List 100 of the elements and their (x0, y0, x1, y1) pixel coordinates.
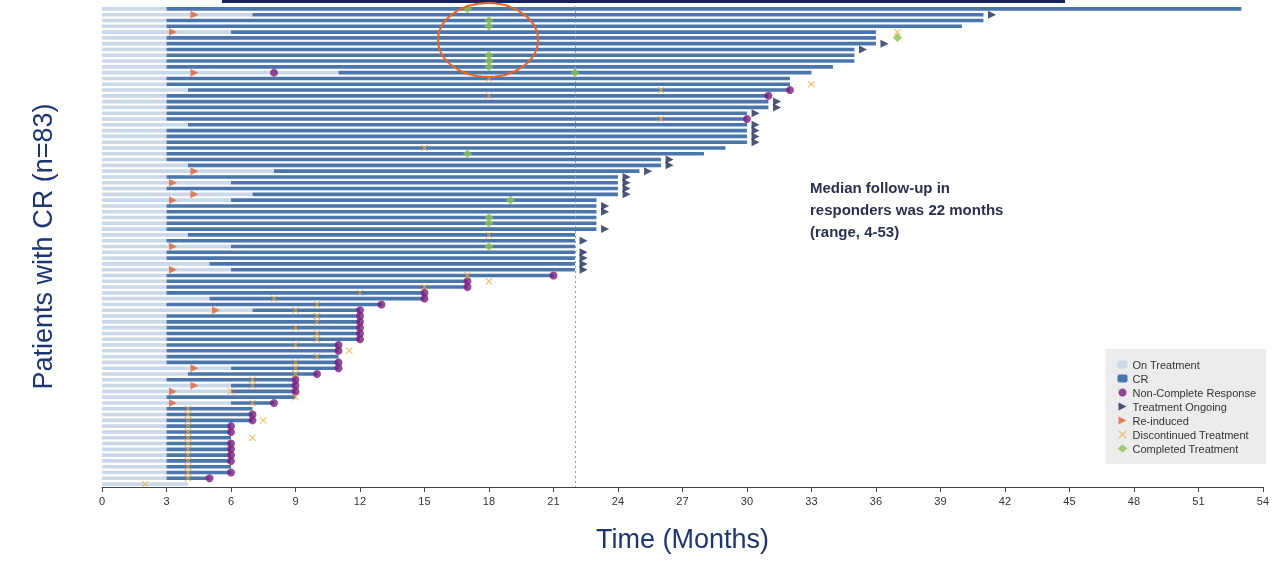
bar (102, 123, 188, 127)
point (420, 294, 429, 303)
bar (102, 395, 167, 399)
bar (187, 233, 575, 237)
legend-label: Non-Complete Response (1132, 386, 1257, 399)
legend-label: Re-induced (1132, 414, 1189, 427)
x-tick-label: 33 (805, 494, 818, 507)
bar (102, 401, 231, 405)
bar (102, 180, 231, 185)
x-tick-label: 42 (998, 494, 1012, 507)
x-tick-label: 48 (1127, 494, 1141, 507)
point (168, 265, 177, 274)
point (859, 45, 868, 54)
point (205, 474, 214, 483)
bar (102, 285, 167, 289)
legend-label: On Treatment (1132, 358, 1200, 371)
point (485, 277, 493, 285)
point (168, 196, 177, 205)
point (190, 10, 199, 19)
bar (230, 198, 597, 202)
bar (102, 53, 167, 58)
bar (166, 111, 747, 116)
bar (102, 204, 167, 208)
bar (102, 291, 167, 295)
bar (166, 435, 231, 440)
bar (102, 238, 167, 243)
bar (166, 395, 296, 399)
point (269, 398, 278, 407)
point (785, 86, 794, 95)
bar (102, 256, 167, 260)
x-tick-label: 12 (353, 494, 367, 507)
point (313, 300, 321, 308)
point (227, 427, 235, 436)
point (168, 398, 177, 407)
point (313, 353, 321, 361)
bar (166, 256, 575, 260)
bar (187, 123, 747, 127)
point (269, 68, 278, 77)
bar (102, 233, 188, 237)
x-axis-title: Time (Months) (595, 523, 769, 554)
x-tick-label: 30 (740, 494, 754, 507)
point (190, 190, 199, 199)
bar (102, 308, 253, 313)
bar (166, 53, 855, 58)
point (227, 387, 235, 395)
bar (166, 140, 747, 144)
bar (166, 151, 704, 156)
bar (102, 279, 167, 284)
point (184, 416, 192, 424)
bar (102, 117, 167, 121)
point (742, 115, 751, 123)
point (334, 346, 343, 355)
annotation: Median follow-up in responders was 22 months (range, 4-53) (810, 178, 1004, 240)
bar (102, 175, 167, 179)
point (248, 399, 256, 407)
legend-label: Completed Treatment (1132, 442, 1239, 455)
bar (102, 94, 167, 98)
point (644, 167, 653, 176)
bar (102, 366, 231, 370)
point (570, 68, 580, 78)
point (168, 387, 177, 396)
point (184, 411, 192, 419)
bar (102, 459, 167, 463)
point (259, 416, 267, 424)
x-tick-label: 27 (676, 494, 689, 507)
bar (102, 250, 167, 255)
x-tick-label: 24 (611, 494, 625, 507)
x-tick-label: 15 (418, 494, 431, 507)
point (462, 149, 472, 159)
bar (102, 372, 188, 376)
point (807, 80, 815, 88)
point (184, 463, 192, 471)
point (484, 62, 494, 72)
bar (209, 262, 575, 266)
bar (166, 24, 962, 29)
point (355, 335, 364, 344)
point (773, 103, 782, 112)
x-tick-label: 9 (292, 494, 299, 507)
bar (166, 464, 231, 469)
point (505, 195, 515, 205)
bar (102, 59, 167, 63)
point (313, 329, 321, 337)
point (190, 167, 199, 176)
x-tick-label: 51 (1192, 494, 1205, 507)
bar (102, 140, 167, 144)
bar (102, 227, 167, 231)
bar (102, 377, 167, 382)
bar (102, 464, 167, 469)
bar (102, 435, 167, 440)
bar (166, 238, 575, 243)
point (291, 341, 299, 349)
point (463, 283, 472, 292)
bar (102, 453, 167, 457)
bar (102, 209, 167, 214)
point (291, 370, 299, 378)
x-tick-label: 54 (1256, 494, 1270, 507)
point (184, 445, 192, 453)
point (420, 144, 428, 152)
bar (102, 198, 231, 202)
bar (102, 65, 167, 69)
